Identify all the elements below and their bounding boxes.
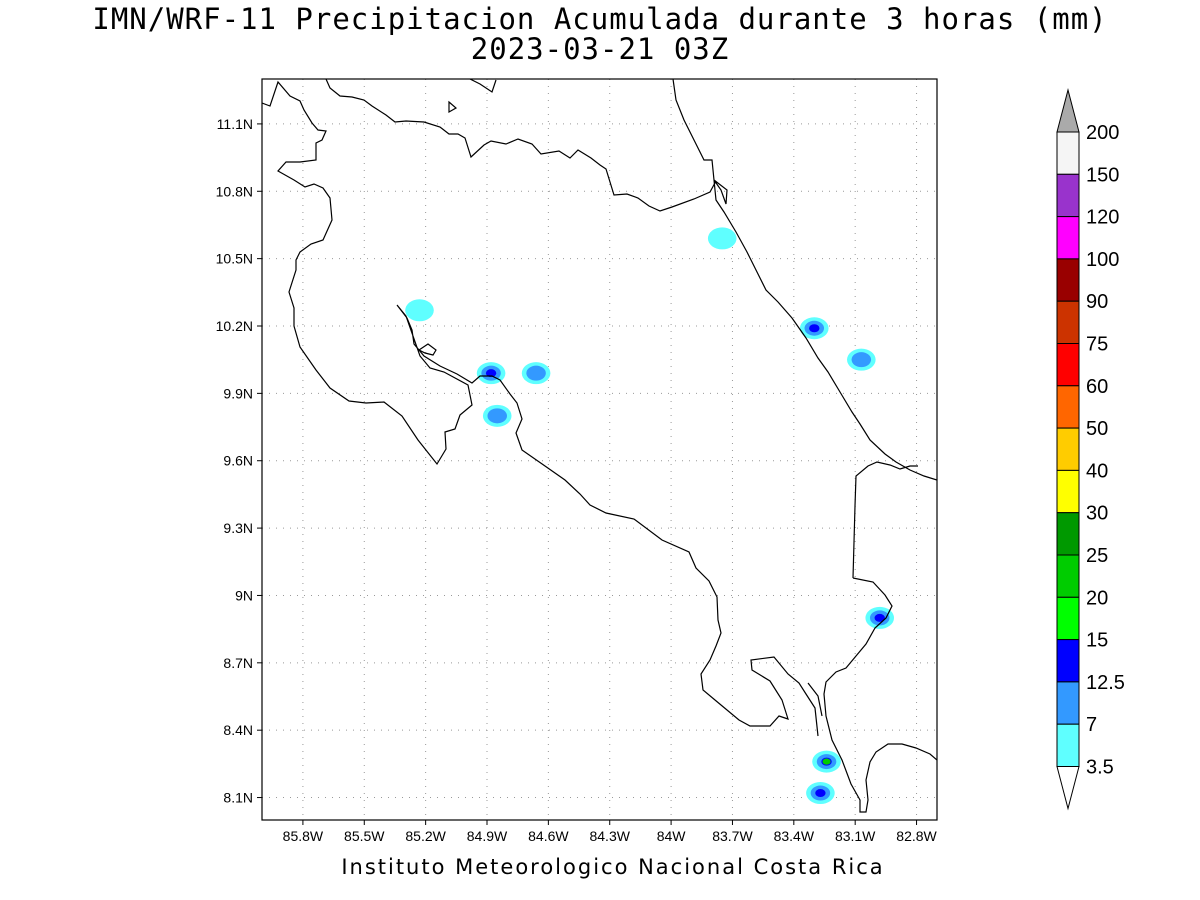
precip-contour <box>485 369 497 378</box>
colorbar-box <box>1056 639 1080 683</box>
colorbar-label: 20 <box>1086 587 1108 609</box>
colorbar-box <box>1056 512 1080 556</box>
lon-tick-label: 84W <box>657 828 687 844</box>
lat-tick-label: 10.8N <box>216 183 253 199</box>
colorbar-label: 30 <box>1086 503 1108 525</box>
colorbar-box <box>1056 131 1080 175</box>
colorbar-label: 50 <box>1086 418 1108 440</box>
lon-tick-label: 83.7W <box>712 828 753 844</box>
colorbar-box <box>1056 427 1080 471</box>
footer-credit: Instituto Meteorologico Nacional Costa R… <box>341 855 885 879</box>
lon-tick-label: 83.1W <box>835 828 876 844</box>
coastline <box>262 79 937 813</box>
grid-lines <box>262 79 937 820</box>
precip-contour <box>851 352 872 368</box>
colorbar-label: 120 <box>1086 207 1119 229</box>
colorbar-box <box>1056 596 1080 641</box>
lat-tick-label: 9.9N <box>223 385 253 401</box>
lat-tick-label: 8.1N <box>223 790 253 806</box>
lon-tick-label: 85.8W <box>283 828 324 844</box>
lon-tick-label: 82.8W <box>896 828 937 844</box>
colorbar-label: 40 <box>1086 460 1108 482</box>
axis-ticks: 85.8W 85.5W 85.2W 84.9W 84.6W 84.3W 84W 83.7W 83… <box>216 116 938 844</box>
lat-tick-label: 10.2N <box>216 318 253 334</box>
lon-tick-label: 84.9W <box>467 828 508 844</box>
colorbar-box <box>1056 681 1080 725</box>
colorbar-label: 100 <box>1086 249 1119 271</box>
map-subtitle: 2023-03-21 03Z <box>470 32 730 66</box>
colorbar-label: 25 <box>1086 545 1108 567</box>
colorbar-label: 60 <box>1086 376 1108 398</box>
colorbar-box <box>1056 173 1080 218</box>
colorbar-box <box>1056 300 1080 345</box>
map-title: IMN/WRF-11 Precipitacion Acumulada duran… <box>92 2 1108 36</box>
lat-tick-label: 9.6N <box>223 453 253 469</box>
lon-tick-label: 84.3W <box>589 828 630 844</box>
colorbar-box <box>1056 216 1080 260</box>
lat-tick-label: 10.5N <box>216 251 253 267</box>
precip-contour <box>809 324 820 333</box>
precip-contour <box>405 299 434 322</box>
precipitation-contours <box>405 227 895 805</box>
precip-contour <box>815 789 826 798</box>
precip-contour <box>526 365 546 381</box>
colorbar-label: 7 <box>1086 714 1097 736</box>
colorbar-label: 15 <box>1086 630 1108 652</box>
colorbar-box <box>1056 723 1080 768</box>
colorbar-under-arrow <box>1056 766 1080 811</box>
lat-tick-label: 8.4N <box>223 722 253 738</box>
colorbar-label: 75 <box>1086 334 1108 356</box>
colorbar-box <box>1056 258 1080 302</box>
colorbar-label: 150 <box>1086 164 1119 186</box>
colorbar-over-arrow <box>1056 88 1080 133</box>
colorbar-label: 3.5 <box>1086 757 1114 779</box>
colorbar-label: 12.5 <box>1086 672 1125 694</box>
precip-contour <box>487 408 507 424</box>
lon-tick-label: 85.2W <box>405 828 446 844</box>
colorbar-label: 200 <box>1086 122 1119 144</box>
precip-contour <box>707 227 737 250</box>
colorbar-box <box>1056 385 1080 429</box>
lat-tick-label: 8.7N <box>223 655 253 671</box>
lat-tick-label: 9N <box>235 587 253 603</box>
lon-tick-label: 84.6W <box>528 828 569 844</box>
precip-contour <box>874 613 885 622</box>
colorbar-box <box>1056 554 1080 598</box>
colorbar: 200 150 120 100 90 75 60 50 40 30 25 20 15 12.5 7 3.5 <box>1056 88 1125 811</box>
lat-tick-label: 11.1N <box>217 116 253 132</box>
colorbar-label: 90 <box>1086 291 1108 313</box>
lat-tick-label: 9.3N <box>223 520 253 536</box>
lon-tick-label: 85.5W <box>344 828 385 844</box>
colorbar-box <box>1056 469 1080 514</box>
lon-tick-label: 83.4W <box>774 828 815 844</box>
colorbar-box <box>1056 343 1080 387</box>
map-frame <box>261 78 938 821</box>
precip-contour <box>822 758 831 765</box>
